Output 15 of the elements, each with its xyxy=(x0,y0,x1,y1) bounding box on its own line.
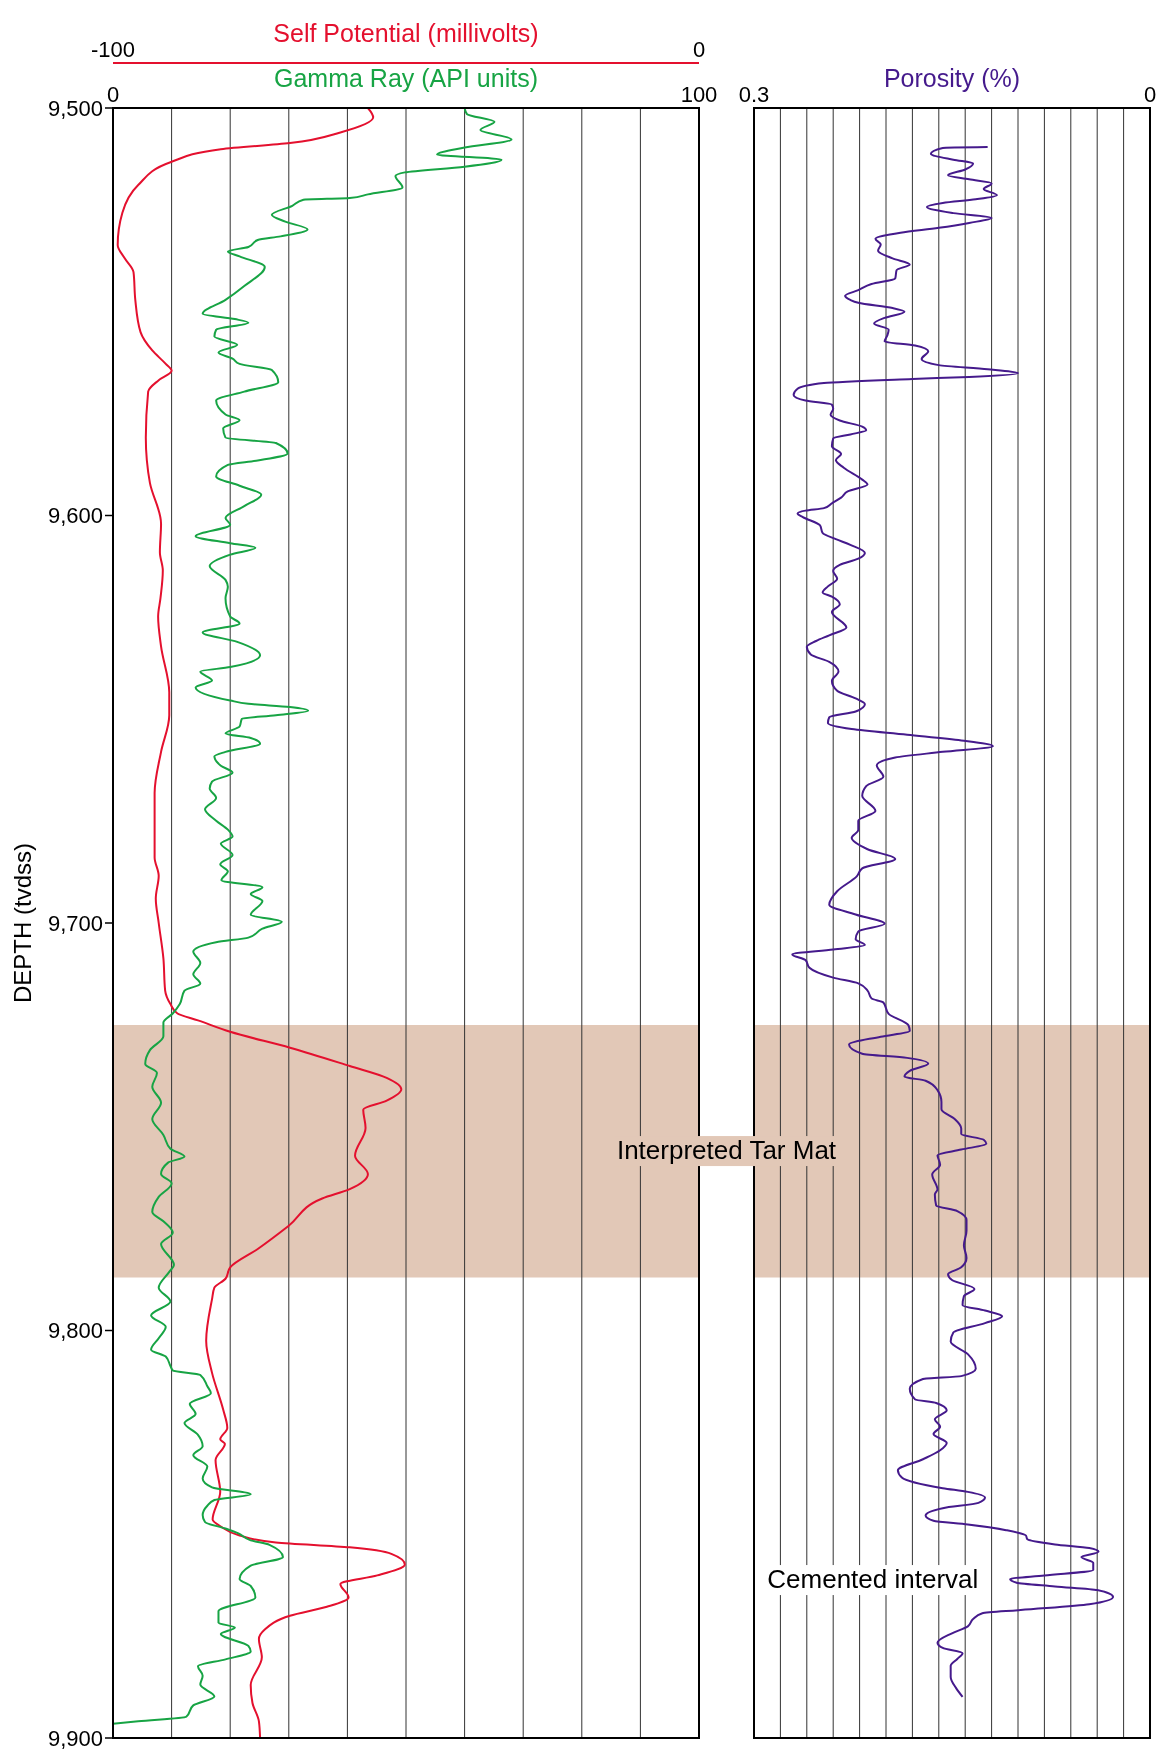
x-axis-title: Self Potential (millivolts) xyxy=(273,19,539,47)
y-tick-label: 9,900 xyxy=(47,1725,103,1749)
y-axis-title: DEPTH (tvdss) xyxy=(8,842,36,1004)
x2-axis-title: Gamma Ray (API units) xyxy=(274,64,538,92)
y-tick-label: 9,500 xyxy=(47,95,103,121)
x2-tick-label: 100 xyxy=(680,82,718,107)
annotation: Cemented interval xyxy=(764,1563,982,1595)
x-tick-label: 0.3 xyxy=(738,82,770,107)
y-tick-label: 9,600 xyxy=(47,503,103,529)
x-tick-label: -100 xyxy=(90,37,136,62)
band-label: Interpreted Tar Mat xyxy=(613,1135,840,1167)
y-tick-label: 9,700 xyxy=(47,910,103,936)
y-tick-label: 9,800 xyxy=(47,1318,103,1344)
x-axis-title: Porosity (%) xyxy=(883,64,1021,92)
line-series xyxy=(116,108,406,1738)
